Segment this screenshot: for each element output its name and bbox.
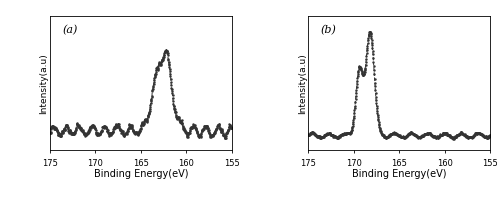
X-axis label: Binding Energy(eV): Binding Energy(eV) <box>94 169 188 179</box>
Text: (b): (b) <box>321 25 337 36</box>
Y-axis label: Intensity(a.u): Intensity(a.u) <box>40 53 48 113</box>
Text: (a): (a) <box>62 25 78 36</box>
X-axis label: Binding Energy(eV): Binding Energy(eV) <box>352 169 446 179</box>
Y-axis label: Intensity(a.u): Intensity(a.u) <box>298 53 307 113</box>
